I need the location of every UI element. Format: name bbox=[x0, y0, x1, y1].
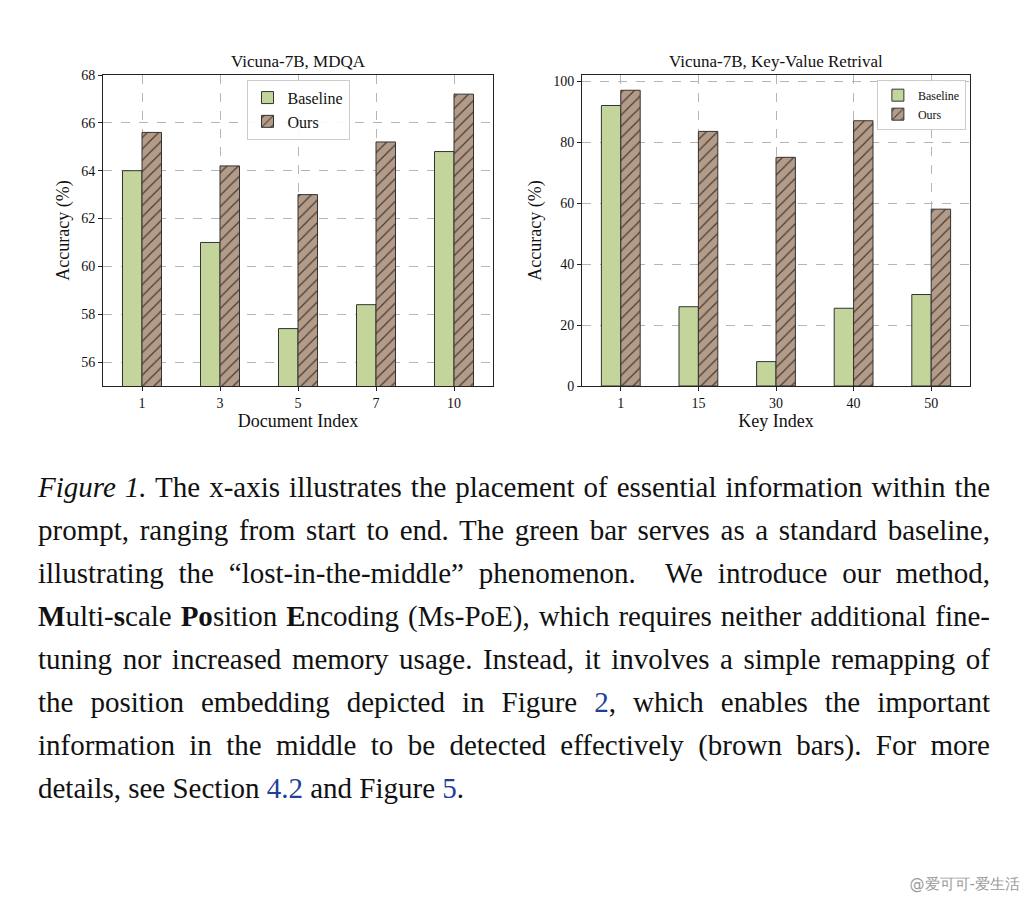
svg-text:Key Index: Key Index bbox=[738, 411, 813, 431]
svg-text:60: 60 bbox=[560, 196, 574, 211]
svg-text:1: 1 bbox=[139, 396, 146, 411]
svg-text:80: 80 bbox=[560, 135, 574, 150]
svg-text:Accuracy (%): Accuracy (%) bbox=[525, 180, 546, 280]
svg-text:Ours: Ours bbox=[288, 114, 319, 131]
svg-text:56: 56 bbox=[81, 355, 95, 370]
svg-text:7: 7 bbox=[373, 396, 380, 411]
svg-text:58: 58 bbox=[81, 307, 95, 322]
svg-text:50: 50 bbox=[924, 396, 938, 411]
html-text:M ulti- s cale Po sition E nco: M ulti- s cale Po sition E ncoding (Ms-P… bbox=[38, 600, 998, 804]
svg-text:1: 1 bbox=[617, 396, 624, 411]
svg-text:Baseline: Baseline bbox=[918, 89, 959, 103]
svg-text:64: 64 bbox=[81, 164, 95, 179]
svg-text:Baseline: Baseline bbox=[288, 90, 343, 107]
svg-text:68: 68 bbox=[81, 68, 95, 83]
svg-text:60: 60 bbox=[81, 259, 95, 274]
svg-text:66: 66 bbox=[81, 116, 95, 131]
svg-text:30: 30 bbox=[769, 396, 783, 411]
svg-text:5: 5 bbox=[295, 396, 302, 411]
svg-text:62: 62 bbox=[81, 211, 95, 226]
svg-text:Accuracy (%): Accuracy (%) bbox=[53, 180, 74, 280]
html-text:Figure 1. The x-axis illustrat: Figure 1. The x-axis illustrates the pla… bbox=[38, 471, 998, 589]
svg-text:15: 15 bbox=[691, 396, 705, 411]
svg-text:10: 10 bbox=[447, 396, 461, 411]
svg-text:Vicuna-7B, Key-Value Retrival: Vicuna-7B, Key-Value Retrival bbox=[669, 52, 883, 71]
svg-text:3: 3 bbox=[217, 396, 224, 411]
svg-text:Document Index: Document Index bbox=[238, 411, 358, 431]
svg-text:20: 20 bbox=[560, 318, 574, 333]
svg-text:100: 100 bbox=[553, 74, 574, 89]
svg-text:Ours: Ours bbox=[918, 108, 942, 122]
svg-text:40: 40 bbox=[847, 396, 861, 411]
svg-text:Vicuna-7B, MDQA: Vicuna-7B, MDQA bbox=[231, 52, 366, 71]
svg-text:40: 40 bbox=[560, 257, 574, 272]
html-text:@爱可可-爱生活: @爱可可-爱生活 bbox=[909, 875, 1020, 893]
svg-text:0: 0 bbox=[567, 379, 574, 394]
